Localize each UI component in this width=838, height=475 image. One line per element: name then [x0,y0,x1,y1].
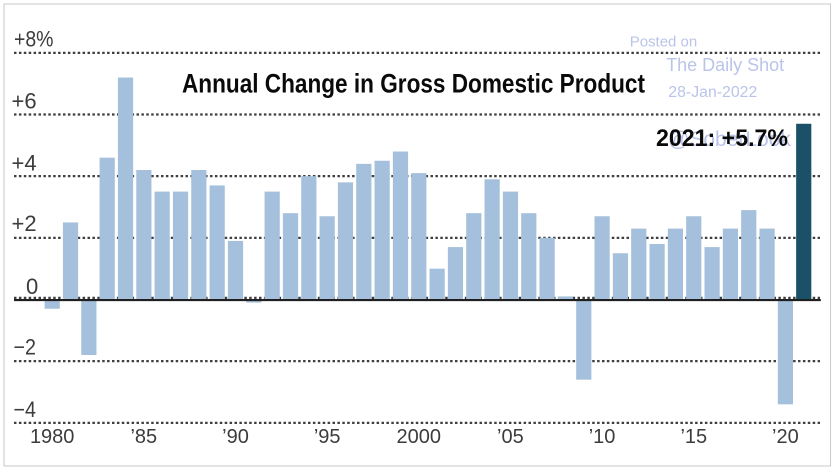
svg-text:+8%: +8% [14,26,54,51]
svg-text:2021: +5.7%: 2021: +5.7% [656,125,788,152]
svg-text:+6: +6 [12,89,37,114]
svg-text:The Daily Shot: The Daily Shot [666,54,784,75]
svg-text:0: 0 [26,274,38,299]
svg-text:@SoberLook: @SoberLook [668,128,791,151]
svg-text:’20: ’20 [772,426,799,448]
svg-text:Annual Change in Gross Domesti: Annual Change in Gross Domestic Product [182,69,645,99]
svg-text:’15: ’15 [680,426,707,448]
svg-text:−4: −4 [14,397,37,422]
svg-text:’05: ’05 [497,426,524,448]
svg-text:2000: 2000 [397,426,442,448]
svg-text:’90: ’90 [222,426,249,448]
svg-text:−2: −2 [14,335,37,360]
svg-text:1980: 1980 [30,426,75,448]
svg-text:’10: ’10 [589,426,616,448]
svg-text:Posted on: Posted on [630,34,698,51]
svg-text:’95: ’95 [314,426,341,448]
svg-text:28-Jan-2022: 28-Jan-2022 [668,84,757,101]
svg-text:+4: +4 [12,150,37,175]
svg-text:+2: +2 [12,211,37,236]
svg-text:’85: ’85 [130,426,157,448]
